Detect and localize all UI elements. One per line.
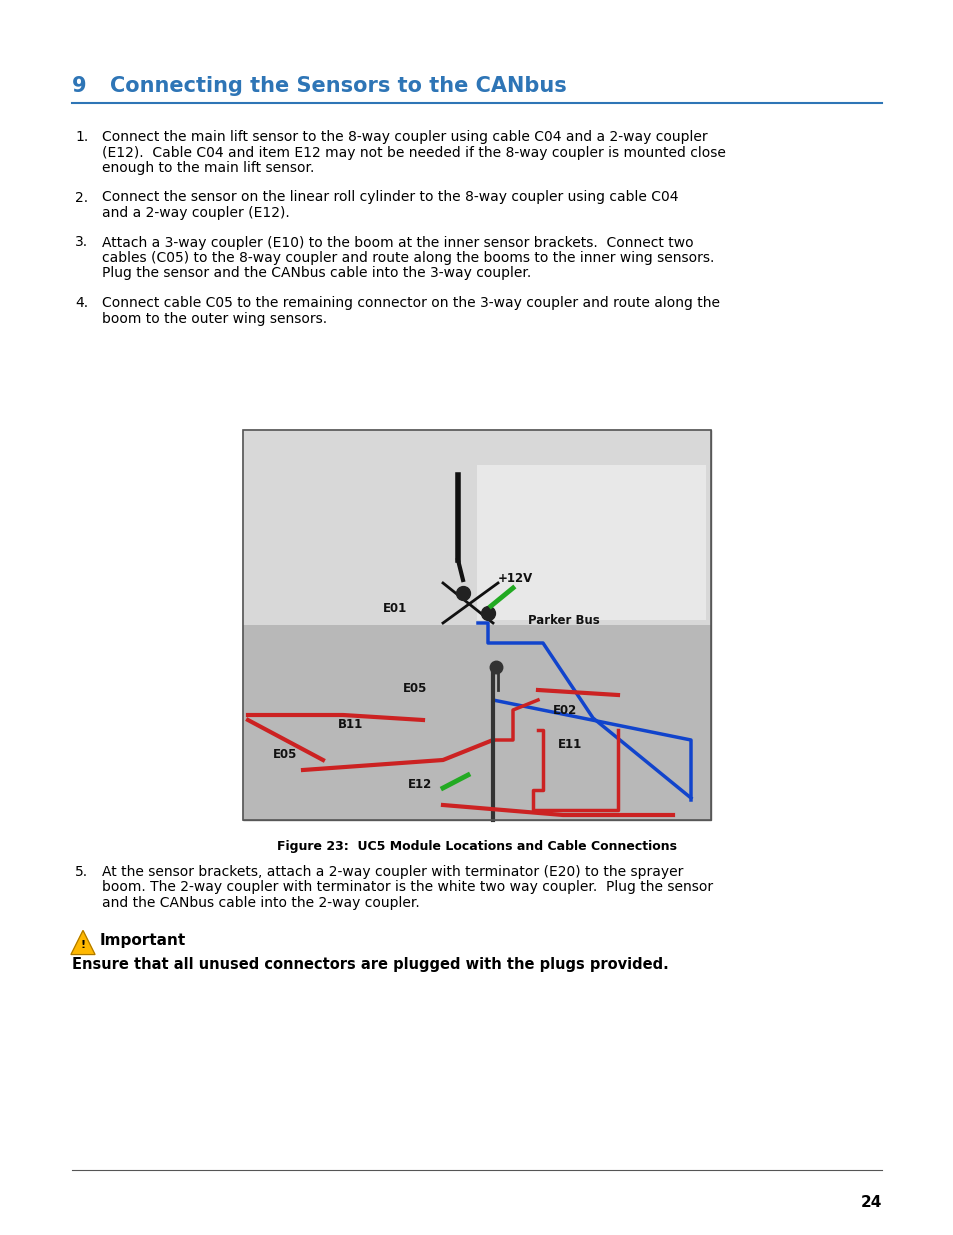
- Text: Plug the sensor and the CANbus cable into the 3-way coupler.: Plug the sensor and the CANbus cable int…: [102, 267, 531, 280]
- Text: E01: E01: [382, 601, 407, 615]
- Text: Connecting the Sensors to the CANbus: Connecting the Sensors to the CANbus: [110, 77, 566, 96]
- Bar: [243, 430, 710, 820]
- Bar: [243, 430, 710, 625]
- Text: (E12).  Cable C04 and item E12 may not be needed if the 8-way coupler is mounted: (E12). Cable C04 and item E12 may not be…: [102, 146, 725, 159]
- Text: boom. The 2-way coupler with terminator is the white two way coupler.  Plug the : boom. The 2-way coupler with terminator …: [102, 881, 713, 894]
- Bar: [243, 625, 710, 820]
- Text: and the CANbus cable into the 2-way coupler.: and the CANbus cable into the 2-way coup…: [102, 897, 419, 910]
- Polygon shape: [71, 930, 95, 955]
- Text: Ensure that all unused connectors are plugged with the plugs provided.: Ensure that all unused connectors are pl…: [71, 957, 668, 972]
- Text: Attach a 3-way coupler (E10) to the boom at the inner sensor brackets.  Connect : Attach a 3-way coupler (E10) to the boom…: [102, 236, 693, 249]
- Text: E02: E02: [553, 704, 577, 716]
- Text: cables (C05) to the 8-way coupler and route along the booms to the inner wing se: cables (C05) to the 8-way coupler and ro…: [102, 251, 714, 266]
- Text: +12V: +12V: [497, 572, 533, 584]
- Text: Connect the main lift sensor to the 8-way coupler using cable C04 and a 2-way co: Connect the main lift sensor to the 8-wa…: [102, 130, 707, 144]
- Text: 5.: 5.: [75, 864, 88, 879]
- Text: B11: B11: [337, 719, 363, 731]
- Text: 24: 24: [860, 1195, 882, 1210]
- Text: 3.: 3.: [75, 236, 88, 249]
- Text: At the sensor brackets, attach a 2-way coupler with terminator (E20) to the spra: At the sensor brackets, attach a 2-way c…: [102, 864, 682, 879]
- Text: E05: E05: [273, 748, 297, 762]
- Text: !: !: [80, 941, 86, 951]
- Text: Parker Bus: Parker Bus: [527, 614, 599, 626]
- Text: E05: E05: [402, 682, 427, 694]
- Text: E12: E12: [408, 778, 432, 792]
- Text: and a 2-way coupler (E12).: and a 2-way coupler (E12).: [102, 206, 290, 220]
- Text: 4.: 4.: [75, 296, 88, 310]
- Text: boom to the outer wing sensors.: boom to the outer wing sensors.: [102, 311, 327, 326]
- Text: Connect cable C05 to the remaining connector on the 3-way coupler and route alon: Connect cable C05 to the remaining conne…: [102, 296, 720, 310]
- Text: E11: E11: [558, 739, 581, 752]
- Text: enough to the main lift sensor.: enough to the main lift sensor.: [102, 161, 314, 175]
- Text: 9: 9: [71, 77, 87, 96]
- Text: 2.: 2.: [75, 190, 88, 205]
- Text: Connect the sensor on the linear roll cylinder to the 8-way coupler using cable : Connect the sensor on the linear roll cy…: [102, 190, 678, 205]
- Text: Important: Important: [100, 934, 186, 948]
- Text: 1.: 1.: [75, 130, 89, 144]
- Bar: [476, 466, 705, 620]
- Bar: [243, 430, 710, 820]
- Text: Figure 23:  UC5 Module Locations and Cable Connections: Figure 23: UC5 Module Locations and Cabl…: [276, 840, 677, 853]
